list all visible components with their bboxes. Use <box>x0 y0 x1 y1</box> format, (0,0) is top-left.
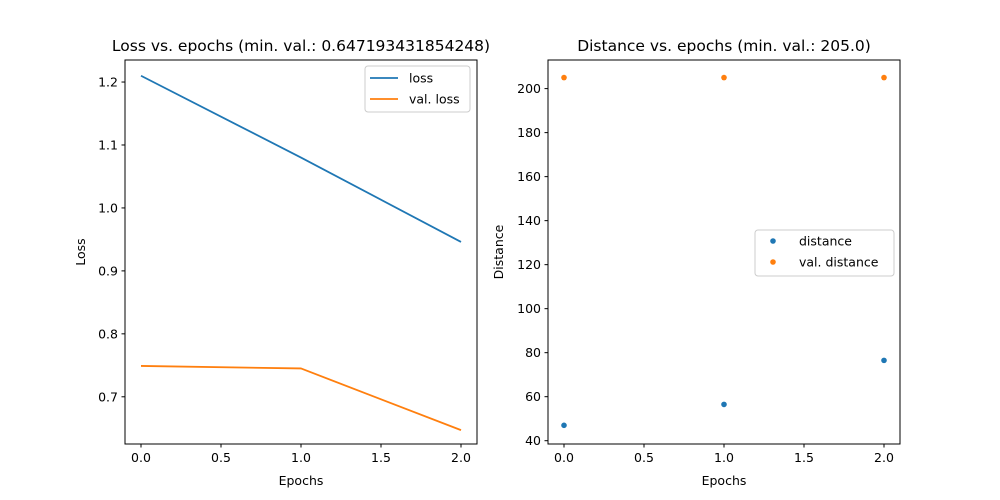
y-tick-label: 40 <box>525 433 541 448</box>
loss-chart-legend: loss val. loss <box>364 65 471 113</box>
y-tick-label: 200 <box>517 81 541 96</box>
val-distance-legend-label: val. distance <box>799 255 879 270</box>
distance-chart-plot-area <box>547 59 901 445</box>
distance-chart-title: Distance vs. epochs (min. val.: 205.0) <box>577 37 871 55</box>
val-distance-point <box>721 74 727 81</box>
loss-chart-marks <box>140 74 462 431</box>
distance-point <box>561 422 567 429</box>
x-tick-label: 0.0 <box>131 450 151 465</box>
distance-chart-y-axis-label: Distance <box>491 224 506 279</box>
x-tick-label: 0.0 <box>554 450 574 465</box>
distance-point <box>881 357 887 364</box>
x-tick-label: 1.5 <box>794 450 814 465</box>
loss-chart-title: Loss vs. epochs (min. val.: 0.6471934318… <box>112 37 490 55</box>
y-tick-label: 120 <box>517 257 541 272</box>
distance-chart-marks <box>561 74 887 429</box>
val-distance-point <box>561 74 567 81</box>
y-tick-label: 80 <box>525 345 541 360</box>
distance-chart-legend-frame <box>754 229 895 277</box>
y-tick-label: 160 <box>517 169 541 184</box>
y-tick-label: 1.0 <box>98 200 118 215</box>
distance-chart-legend: distance val. distance <box>754 229 895 277</box>
distance-legend-label: distance <box>799 234 852 249</box>
loss-chart-ticks: 0.0 0.5 1.0 1.5 2.0 0.7 0.8 0.9 1.0 1.1 1.2 <box>98 75 471 465</box>
loss-chart-x-axis-label: Epochs <box>279 473 324 488</box>
distance-chart-x-axis-label: Epochs <box>702 473 747 488</box>
val-loss-legend-label: val. loss <box>409 92 460 107</box>
y-tick-label: 60 <box>525 389 541 404</box>
x-tick-label: 2.0 <box>451 450 471 465</box>
loss-chart-y-axis-label: Loss <box>73 238 88 265</box>
x-tick-label: 0.5 <box>211 450 231 465</box>
distance-legend-marker <box>770 238 776 244</box>
distance-point <box>721 401 727 408</box>
x-tick-label: 2.0 <box>874 450 894 465</box>
distance-chart: Distance vs. epochs (min. val.: 205.0) 0… <box>491 37 901 488</box>
x-tick-label: 1.0 <box>714 450 734 465</box>
loss-legend-label: loss <box>409 71 433 86</box>
y-tick-label: 100 <box>517 301 541 316</box>
y-tick-label: 140 <box>517 213 541 228</box>
val-distance-point <box>881 74 887 81</box>
val-distance-legend-marker <box>770 259 776 265</box>
y-tick-label: 0.9 <box>98 263 118 278</box>
distance-chart-ticks: 0.0 0.5 1.0 1.5 2.0 40 60 80 100 120 140 160 180 200 <box>517 81 894 465</box>
y-tick-label: 0.7 <box>98 389 118 404</box>
x-tick-label: 1.0 <box>291 450 311 465</box>
y-tick-label: 1.1 <box>98 137 118 152</box>
loss-series-line <box>140 74 462 243</box>
y-tick-label: 0.8 <box>98 326 118 341</box>
y-tick-label: 180 <box>517 125 541 140</box>
val-loss-series-line <box>140 365 462 431</box>
y-tick-label: 1.2 <box>98 75 118 90</box>
x-tick-label: 1.5 <box>371 450 391 465</box>
loss-chart-plot-area <box>124 59 478 445</box>
loss-chart: Loss vs. epochs (min. val.: 0.6471934318… <box>73 37 490 488</box>
x-tick-label: 0.5 <box>634 450 654 465</box>
